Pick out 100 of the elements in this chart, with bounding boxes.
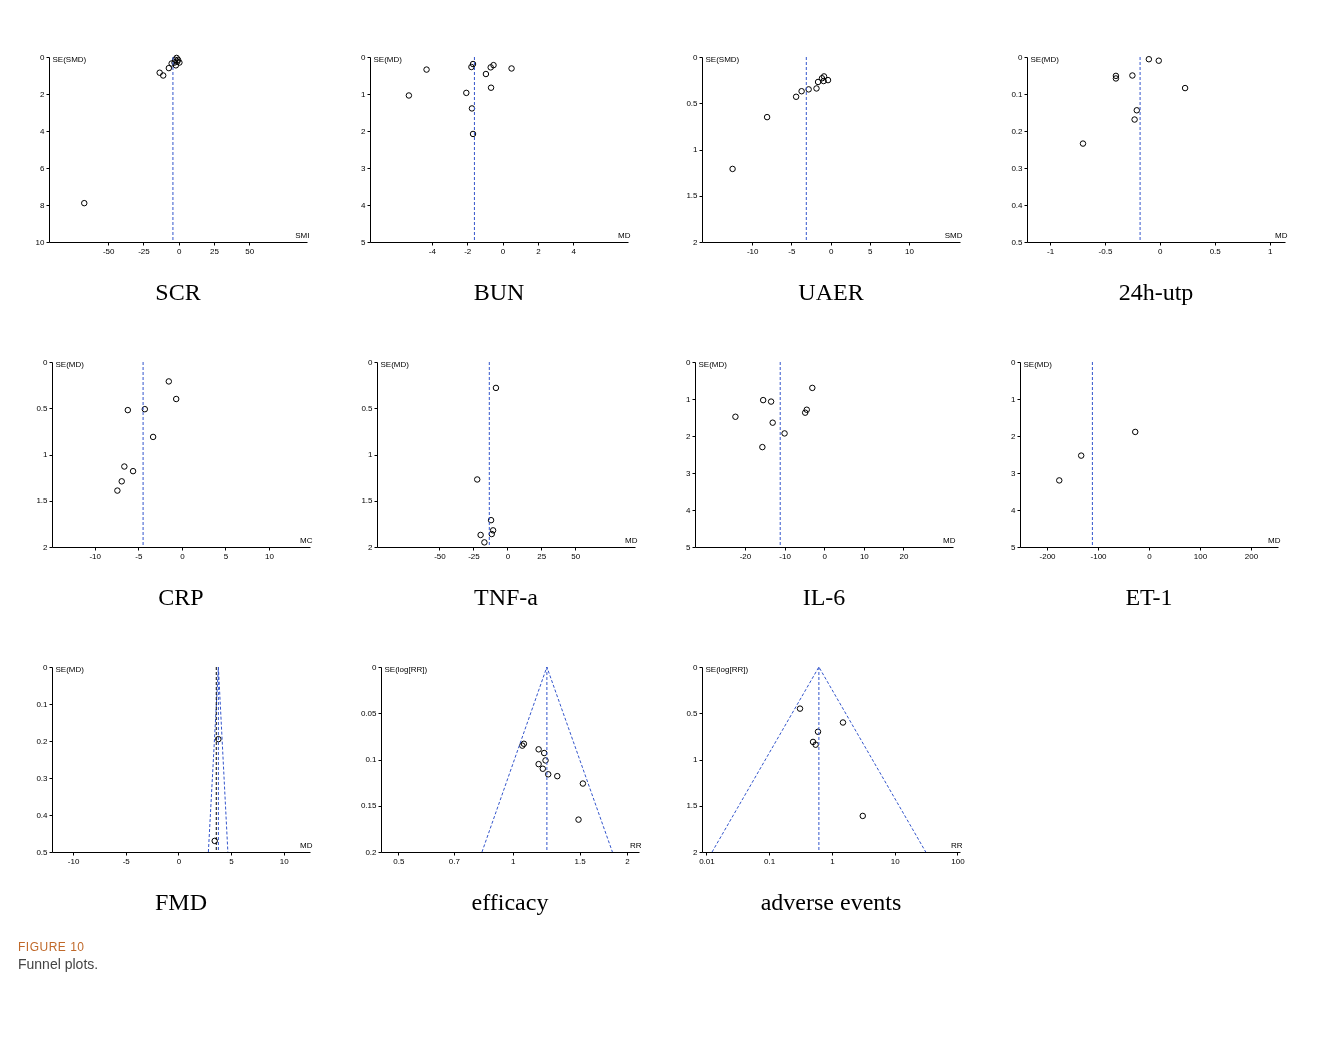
x-tick-label: 20	[899, 551, 909, 561]
y-tick-label: 0.15	[360, 801, 378, 811]
y-tick-label: 0.5	[36, 847, 49, 857]
y-tick-label: 0.1	[36, 699, 49, 709]
text: IL-6	[802, 584, 846, 610]
x-tick-label: 0	[176, 246, 182, 256]
y-tick-label: 4	[361, 200, 367, 210]
text: Funnel plots.	[18, 956, 100, 972]
x-axis-title: MD	[300, 840, 313, 850]
x-tick-label: 10	[265, 551, 275, 561]
x-tick-label: 4	[571, 246, 577, 256]
x-tick-label: 0	[505, 551, 511, 561]
y-axis-title: SE(MD)	[55, 359, 85, 369]
x-tick-label: 0	[828, 246, 834, 256]
y-tick-label: 0	[686, 357, 692, 367]
x-tick-label: 5	[868, 246, 874, 256]
x-tick-label: -20	[739, 551, 752, 561]
text: 24h-utp	[1118, 279, 1194, 305]
x-tick-label: 25	[537, 551, 547, 561]
x-tick-label: -10	[746, 246, 760, 256]
x-tick-label: 0.7	[448, 856, 461, 866]
x-tick-label: -200	[1039, 551, 1057, 561]
x-tick-label: 5	[229, 856, 235, 866]
y-tick-label: 2	[361, 126, 367, 136]
y-tick-label: 6	[40, 163, 46, 173]
y-tick-label: 1.5	[361, 496, 374, 506]
y-axis-title: SE(SMD)	[705, 54, 740, 64]
x-tick-label: -100	[1090, 551, 1108, 561]
x-tick-label: -25	[138, 246, 151, 256]
y-axis-title: SE(SMD)	[52, 54, 87, 64]
caption: FIGURE 10	[18, 940, 86, 954]
x-tick-label: 10	[279, 856, 290, 866]
y-tick-label: 0	[361, 52, 367, 62]
text: adverse events	[760, 889, 902, 915]
x-tick-label: 200	[1244, 551, 1259, 561]
y-tick-label: 5	[686, 542, 692, 552]
x-tick-label: 50	[571, 551, 581, 561]
y-tick-label: 0	[368, 357, 374, 367]
x-tick-label: -10	[779, 551, 792, 561]
x-tick-label: 1	[511, 856, 516, 866]
x-axis-title: MD	[625, 535, 638, 545]
y-tick-label: 0.4	[36, 810, 49, 820]
x-tick-label: -5	[122, 856, 131, 866]
y-tick-label: 1.5	[686, 801, 699, 811]
y-axis-title: SE(MD)	[380, 359, 410, 369]
y-tick-label: 1	[693, 755, 699, 764]
y-tick-label: 3	[686, 468, 692, 478]
x-tick-label: 0	[176, 856, 182, 866]
y-tick-label: 0	[1011, 357, 1017, 367]
x-axis-title: MC	[300, 535, 313, 545]
x-tick-label: 2	[625, 856, 631, 866]
y-tick-label: 0.3	[1011, 163, 1024, 173]
x-tick-label: 1.5	[574, 856, 587, 866]
y-tick-label: 0.5	[686, 708, 699, 718]
y-tick-label: 0.2	[36, 736, 49, 746]
y-tick-label: 0	[372, 662, 378, 672]
y-tick-label: 8	[40, 200, 46, 210]
x-tick-label: 0	[1158, 246, 1164, 256]
x-tick-label: 100	[951, 856, 966, 866]
x-tick-label: 0.5	[1209, 246, 1222, 256]
x-tick-label: 10	[890, 856, 901, 866]
y-axis-title: SE(MD)	[55, 664, 85, 674]
x-tick-label: -5	[135, 551, 143, 561]
y-tick-label: 0	[693, 52, 699, 62]
x-tick-label: 0.5	[393, 856, 405, 866]
y-tick-label: 0	[43, 357, 49, 367]
x-tick-label: 25	[210, 246, 220, 256]
text: CRP	[158, 584, 204, 610]
y-tick-label: 5	[1011, 542, 1017, 552]
x-tick-label: 1	[1267, 246, 1273, 256]
y-tick-label: 0.4	[1011, 200, 1024, 210]
x-tick-label: -10	[89, 551, 102, 561]
y-tick-label: 0.2	[1011, 126, 1024, 136]
x-tick-label: 0	[500, 246, 506, 256]
y-tick-label: 0.5	[361, 403, 374, 413]
y-tick-label: 4	[40, 126, 46, 136]
y-tick-label: 1	[43, 450, 49, 459]
x-axis-title: MD	[943, 535, 956, 545]
y-axis-title: SE(MD)	[373, 54, 403, 64]
text: SCR	[155, 279, 201, 305]
y-tick-label: 0.5	[686, 98, 699, 108]
x-tick-label: 100	[1193, 551, 1208, 561]
y-tick-label: 4	[686, 505, 692, 515]
y-tick-label: 2	[693, 237, 699, 247]
x-tick-label: 0.01	[699, 856, 716, 866]
x-tick-label: 10	[859, 551, 870, 561]
x-tick-label: 0.1	[764, 856, 776, 866]
y-tick-label: 0	[693, 662, 699, 672]
y-axis-title: SE(log[RR])	[384, 664, 428, 674]
y-axis-title: SE(MD)	[698, 359, 728, 369]
y-tick-label: 3	[361, 163, 367, 173]
y-tick-label: 1	[361, 89, 367, 99]
x-tick-label: 10	[905, 246, 915, 256]
text: BUN	[473, 279, 525, 305]
y-axis-title: SE(log[RR])	[705, 664, 749, 674]
y-tick-label: 0.5	[36, 403, 49, 413]
x-tick-label: 2	[536, 246, 542, 256]
x-tick-label: -25	[468, 551, 481, 561]
y-tick-label: 0	[1018, 52, 1024, 62]
y-tick-label: 0.1	[365, 755, 378, 764]
